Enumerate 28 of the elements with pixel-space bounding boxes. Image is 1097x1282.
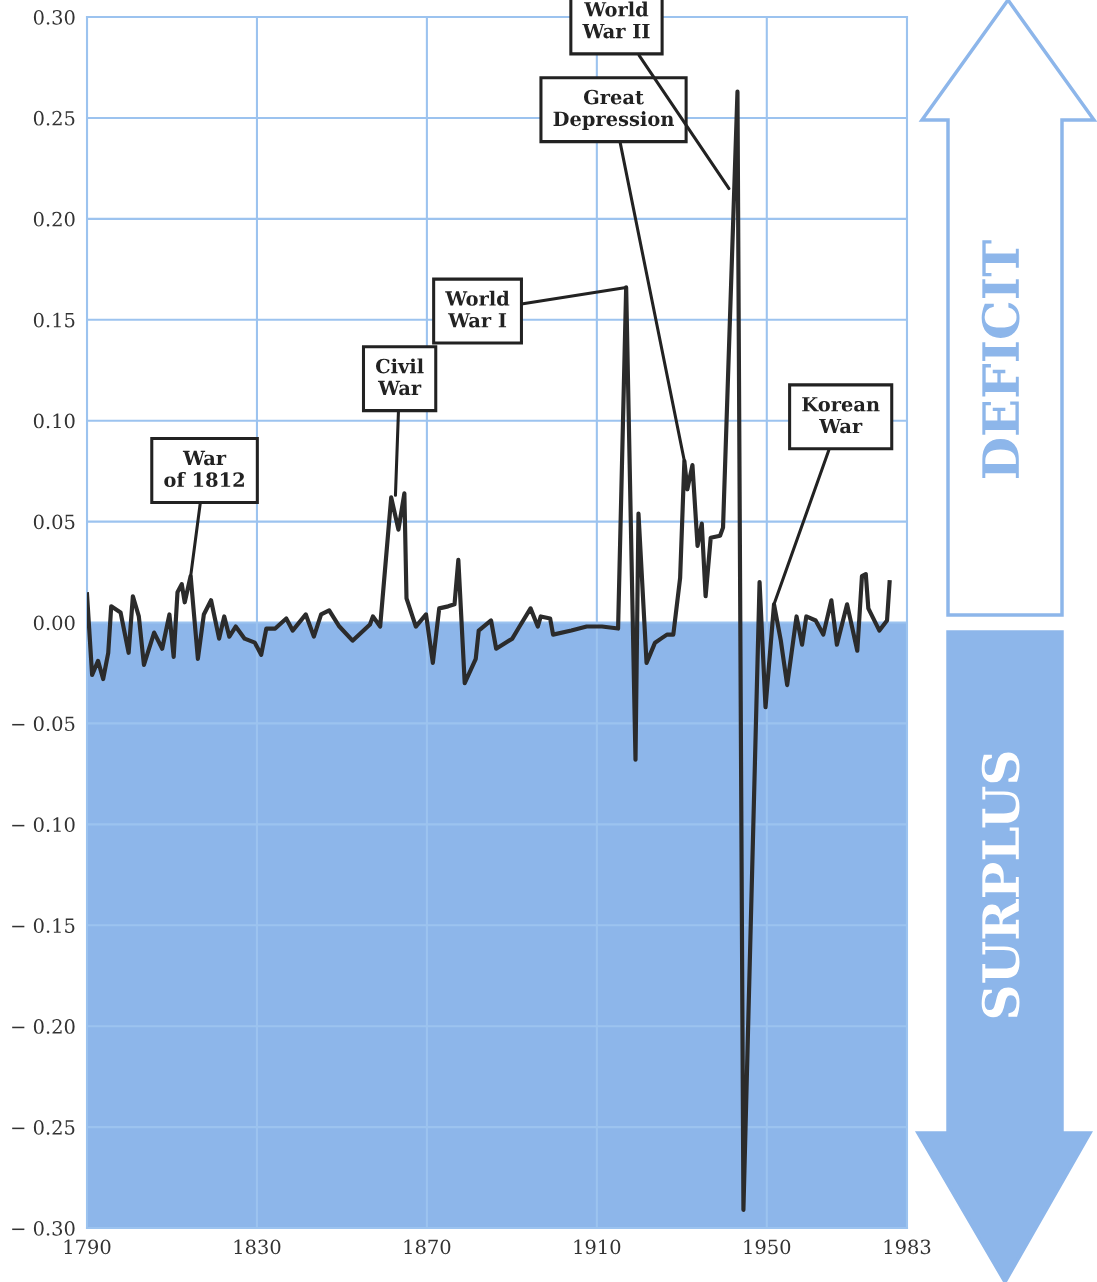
annotation: Korean War <box>802 397 880 434</box>
text: SURPLUS <box>981 752 1020 1018</box>
y-tick-label: 0.00 <box>33 615 75 631</box>
y-tick-label: 0.30 <box>33 9 75 25</box>
x-tick-label: 1790 <box>64 1239 111 1255</box>
annotation: War of 1812 <box>164 450 244 488</box>
line-series <box>87 89 892 1212</box>
y-tick-label: − 0.10 <box>12 817 75 832</box>
annotation: Great Depression <box>553 89 674 130</box>
y-tick-label: 0.05 <box>33 514 75 530</box>
y-tick-label: − 0.05 <box>12 716 75 732</box>
y-tick-label: 0.15 <box>33 312 75 328</box>
y-tick-label: − 0.15 <box>12 918 75 933</box>
x-tick-label: 1950 <box>744 1239 791 1255</box>
annotation: World War II <box>582 1 650 39</box>
y-tick-label: − 0.30 <box>12 1220 75 1236</box>
x-tick-label: 1830 <box>234 1239 281 1255</box>
y-tick-label: 0.25 <box>33 110 75 126</box>
annotation: Civil War <box>375 358 424 396</box>
x-tick-label: 1910 <box>574 1239 621 1255</box>
text: DEFICIT <box>981 240 1020 479</box>
y-tick-label: 0.10 <box>33 413 75 429</box>
annotation: World War I <box>445 290 510 328</box>
x-tick-label: 1870 <box>404 1239 451 1255</box>
y-tick-label: 0.20 <box>33 211 75 227</box>
y-tick-label: − 0.20 <box>12 1019 75 1034</box>
x-tick-label: 1983 <box>884 1239 931 1255</box>
y-tick-label: − 0.25 <box>12 1120 75 1135</box>
